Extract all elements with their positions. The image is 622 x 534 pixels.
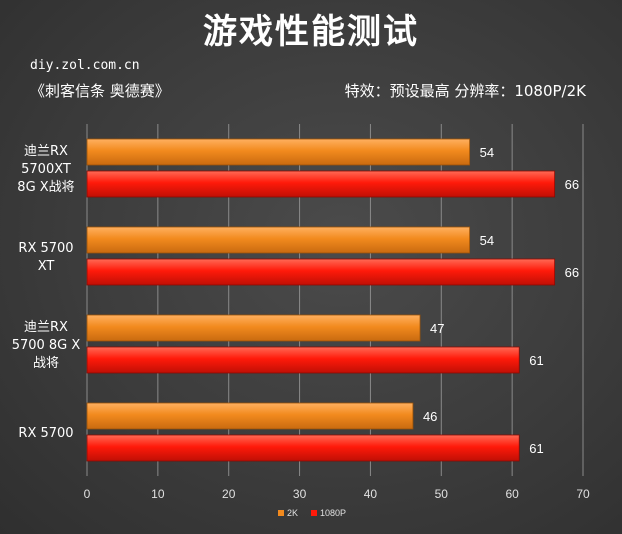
game-name: 《刺客信条 奥德赛》 bbox=[30, 82, 170, 100]
data-label: 54 bbox=[480, 233, 494, 248]
legend-label: 1080P bbox=[320, 508, 346, 518]
x-tick-label: 10 bbox=[151, 487, 165, 501]
legend-swatch-2k bbox=[278, 510, 284, 516]
category-label: 5700XT bbox=[21, 162, 71, 177]
x-tick-label: 60 bbox=[505, 487, 519, 501]
data-label: 46 bbox=[423, 409, 437, 424]
category-label: 战将 bbox=[33, 356, 59, 371]
category-label: 迪兰RX bbox=[24, 144, 68, 159]
data-label: 66 bbox=[565, 177, 579, 192]
category-label: 5700 8G X bbox=[12, 338, 81, 353]
data-label: 61 bbox=[529, 441, 543, 456]
legend-label: 2K bbox=[287, 508, 298, 518]
legend-swatch-1080p bbox=[311, 510, 317, 516]
category-label: 迪兰RX bbox=[24, 320, 68, 335]
x-tick-label: 20 bbox=[222, 487, 236, 501]
data-label: 66 bbox=[565, 265, 579, 280]
data-label: 47 bbox=[430, 321, 444, 336]
data-label: 61 bbox=[529, 353, 543, 368]
x-tick-label: 0 bbox=[84, 487, 91, 501]
bar-2k bbox=[86, 138, 471, 166]
bar-1080p bbox=[86, 434, 520, 462]
bar-2k bbox=[86, 402, 414, 430]
bar-1080p bbox=[86, 346, 520, 374]
test-settings: 特效：预设最高 分辨率：1080P/2K bbox=[344, 82, 586, 100]
bar-1080p bbox=[86, 258, 556, 286]
x-tick-label: 70 bbox=[576, 487, 590, 501]
category-label: RX 5700 bbox=[18, 241, 73, 256]
chart-title: 游戏性能测试 bbox=[203, 12, 419, 52]
x-tick-label: 30 bbox=[293, 487, 307, 501]
data-label: 54 bbox=[480, 145, 494, 160]
bar-2k bbox=[86, 314, 421, 342]
category-label: RX 5700 bbox=[18, 426, 73, 441]
bar-1080p bbox=[86, 170, 556, 198]
site-url: diy.zol.com.cn bbox=[30, 58, 140, 73]
x-tick-label: 40 bbox=[364, 487, 378, 501]
x-tick-label: 50 bbox=[435, 487, 449, 501]
bar-2k bbox=[86, 226, 471, 254]
category-label: XT bbox=[38, 259, 55, 274]
category-label: 8G X战将 bbox=[17, 180, 74, 195]
